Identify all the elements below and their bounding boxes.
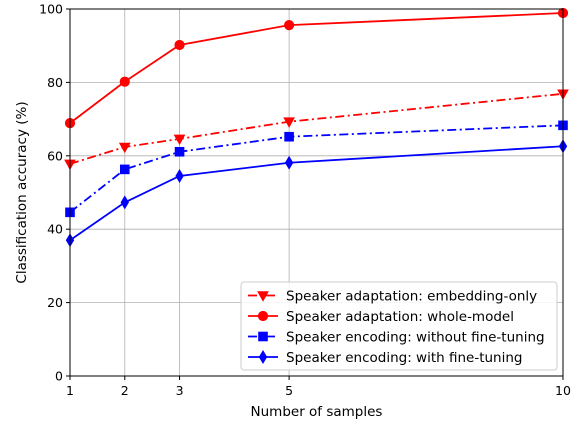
x-tick-label: 2 bbox=[121, 383, 129, 398]
legend: Speaker adaptation: embedding-only Speake… bbox=[240, 281, 558, 371]
data-point bbox=[283, 117, 295, 128]
x-axis-label: Number of samples bbox=[251, 404, 383, 420]
data-point bbox=[284, 20, 295, 31]
y-tick-label: 100 bbox=[39, 2, 63, 17]
series-3 bbox=[65, 120, 568, 218]
series-2 bbox=[64, 7, 569, 129]
plot-area-frame bbox=[69, 8, 564, 377]
data-point bbox=[119, 164, 130, 175]
y-tick-label: 0 bbox=[55, 369, 63, 384]
legend-marker bbox=[258, 331, 268, 342]
y-tick-label: 40 bbox=[47, 222, 63, 237]
data-point bbox=[173, 134, 186, 146]
legend-marker bbox=[257, 310, 269, 322]
legend-marker bbox=[257, 291, 269, 302]
data-point bbox=[119, 76, 130, 87]
legend-item: Speaker encoding: without fine-tuning bbox=[248, 330, 545, 346]
legend-label: Speaker encoding: without fine-tuning bbox=[286, 330, 545, 346]
data-point bbox=[174, 39, 185, 51]
data-point bbox=[284, 131, 294, 142]
y-tick-label: 60 bbox=[47, 148, 63, 163]
series-line bbox=[69, 145, 564, 241]
legend-item: Speaker encoding: with fine-tuning bbox=[248, 350, 522, 366]
x-tick-label: 3 bbox=[176, 383, 184, 398]
data-point bbox=[284, 155, 294, 170]
legend-label: Speaker encoding: with fine-tuning bbox=[286, 350, 522, 366]
x-tick-label: 10 bbox=[555, 383, 571, 398]
legend-label: Speaker adaptation: whole-model bbox=[286, 309, 514, 325]
series-line bbox=[69, 124, 564, 214]
legend-label: Speaker adaptation: embedding-only bbox=[286, 289, 537, 305]
legend-item: Speaker adaptation: whole-model bbox=[248, 309, 514, 325]
x-tick-label: 5 bbox=[285, 383, 293, 398]
series-layer bbox=[64, 7, 569, 248]
x-tick-label: 1 bbox=[66, 383, 74, 398]
data-point bbox=[174, 146, 185, 157]
series-line bbox=[69, 12, 564, 124]
series-1 bbox=[64, 89, 569, 171]
data-point bbox=[118, 142, 131, 154]
y-axis-label: Classification accuracy (%) bbox=[14, 101, 30, 283]
legend-item: Speaker adaptation: embedding-only bbox=[248, 289, 537, 305]
y-tick-label: 80 bbox=[47, 75, 63, 90]
legend-marker bbox=[258, 350, 268, 364]
y-tick-label: 20 bbox=[47, 295, 63, 310]
data-point bbox=[175, 169, 184, 183]
legend-box bbox=[240, 281, 558, 371]
data-point bbox=[120, 195, 129, 210]
